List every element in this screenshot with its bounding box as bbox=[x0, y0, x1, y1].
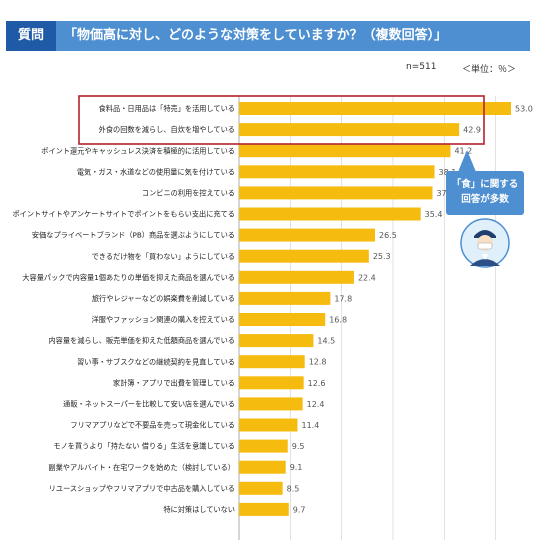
sample-size: n=511 bbox=[406, 62, 437, 72]
bar-1 bbox=[239, 123, 460, 137]
value-label: 26.5 bbox=[379, 231, 397, 240]
value-label: 35.4 bbox=[425, 210, 443, 219]
category-label: 内容量を減らし、販売単価を抑えた低額商品を選んでいる bbox=[48, 336, 235, 345]
question-text: 「物価高に対し、どのような対策をしていますか？（複数回答）」 bbox=[64, 28, 448, 43]
highlight-frame bbox=[78, 95, 485, 145]
category-label: 旅行やレジャーなどの娯楽費を削減している bbox=[92, 294, 235, 303]
callout-line-2: 回答が多数 bbox=[461, 194, 509, 205]
bar-18 bbox=[239, 481, 283, 495]
value-label: 9.1 bbox=[290, 463, 303, 472]
category-label: できるだけ物を「買わない」ようにしている bbox=[92, 252, 235, 261]
bar-15 bbox=[239, 418, 298, 432]
mascot-person-icon bbox=[460, 218, 510, 268]
value-label: 53.0 bbox=[515, 105, 533, 114]
category-label: 安価なプライベートブランド（PB）商品を選ぶようにしている bbox=[32, 231, 235, 240]
category-label: モノを買うより「持たない 借りる」生活を意識している bbox=[53, 442, 235, 451]
bar-19 bbox=[239, 502, 289, 516]
value-label: 17.8 bbox=[334, 294, 352, 303]
chart-bars bbox=[239, 102, 511, 516]
category-label: 洋服やファッション関連の購入を控えている bbox=[92, 315, 235, 324]
value-label: 37.7 bbox=[436, 189, 454, 198]
bar-0 bbox=[239, 102, 511, 115]
category-label: ポイントサイトやアンケートサイトでポイントをもらい支出に充てる bbox=[12, 210, 235, 219]
value-label: 16.8 bbox=[329, 316, 347, 325]
category-label: ポイント還元やキャッシュレス決済を積極的に活用している bbox=[41, 146, 235, 155]
bar-2 bbox=[239, 144, 451, 158]
bar-11 bbox=[239, 334, 314, 348]
bar-7 bbox=[239, 249, 369, 263]
value-label: 25.3 bbox=[373, 252, 391, 261]
bar-3 bbox=[239, 165, 435, 179]
value-label: 12.4 bbox=[307, 400, 325, 409]
value-label: 42.9 bbox=[463, 126, 481, 135]
category-label: 特に対策はしていない bbox=[163, 505, 235, 514]
category-label: フリマアプリなどで不要品を売って現金化している bbox=[70, 421, 235, 430]
bar-12 bbox=[239, 355, 305, 369]
bar-14 bbox=[239, 397, 303, 411]
bar-8 bbox=[239, 270, 354, 284]
bar-4 bbox=[239, 186, 433, 200]
value-label: 9.7 bbox=[293, 505, 306, 514]
bar-17 bbox=[239, 460, 286, 474]
bar-16 bbox=[239, 439, 288, 453]
chart-category-labels: 食料品・日用品は「特売」を活用している外食の回数を減らし、自炊を増やしているポイ… bbox=[12, 104, 235, 514]
bar-5 bbox=[239, 207, 421, 221]
value-label: 11.4 bbox=[302, 421, 320, 430]
bar-6 bbox=[239, 228, 375, 242]
value-label: 9.5 bbox=[292, 442, 305, 451]
value-label: 8.5 bbox=[287, 484, 300, 493]
bar-13 bbox=[239, 376, 304, 390]
question-header: 質問 「物価高に対し、どのような対策をしていますか？（複数回答）」 bbox=[6, 21, 530, 51]
category-label: リユースショップやフリマアプリで中古品を購入している bbox=[49, 484, 235, 493]
value-label: 12.6 bbox=[308, 379, 326, 388]
callout-pointer bbox=[458, 150, 476, 172]
category-label: 家計簿・アプリで出費を管理している bbox=[113, 378, 235, 387]
bar-10 bbox=[239, 313, 326, 326]
category-label: 通販・ネットスーパーを比較して安い店を選んでいる bbox=[63, 400, 235, 409]
value-label: 12.8 bbox=[309, 358, 327, 367]
value-label: 14.5 bbox=[317, 337, 335, 346]
category-label: 電気・ガス・水道などの使用量に気を付けている bbox=[77, 167, 235, 176]
category-label: 習い事・サブスクなどの継続契約を見直している bbox=[77, 357, 235, 366]
bar-9 bbox=[239, 291, 331, 305]
category-label: 食料品・日用品は「特売」を活用している bbox=[99, 104, 235, 113]
category-label: 大容量パックで内容量1個あたりの単価を抑えた商品を選んでいる bbox=[22, 273, 235, 282]
unit-label: ＜単位：％＞ bbox=[462, 65, 517, 75]
category-label: コンビニの利用を控えている bbox=[142, 189, 235, 198]
callout-badge: 「食」に関する 回答が多数 bbox=[446, 171, 524, 215]
callout-line-1: 「食」に関する bbox=[451, 179, 519, 190]
question-tag: 質問 bbox=[6, 21, 56, 51]
value-label: 22.4 bbox=[358, 273, 376, 282]
category-label: 外食の回数を減らし、自炊を増やしている bbox=[99, 125, 235, 134]
category-label: 副業やアルバイト・在宅ワークを始めた（検討している） bbox=[48, 463, 235, 472]
